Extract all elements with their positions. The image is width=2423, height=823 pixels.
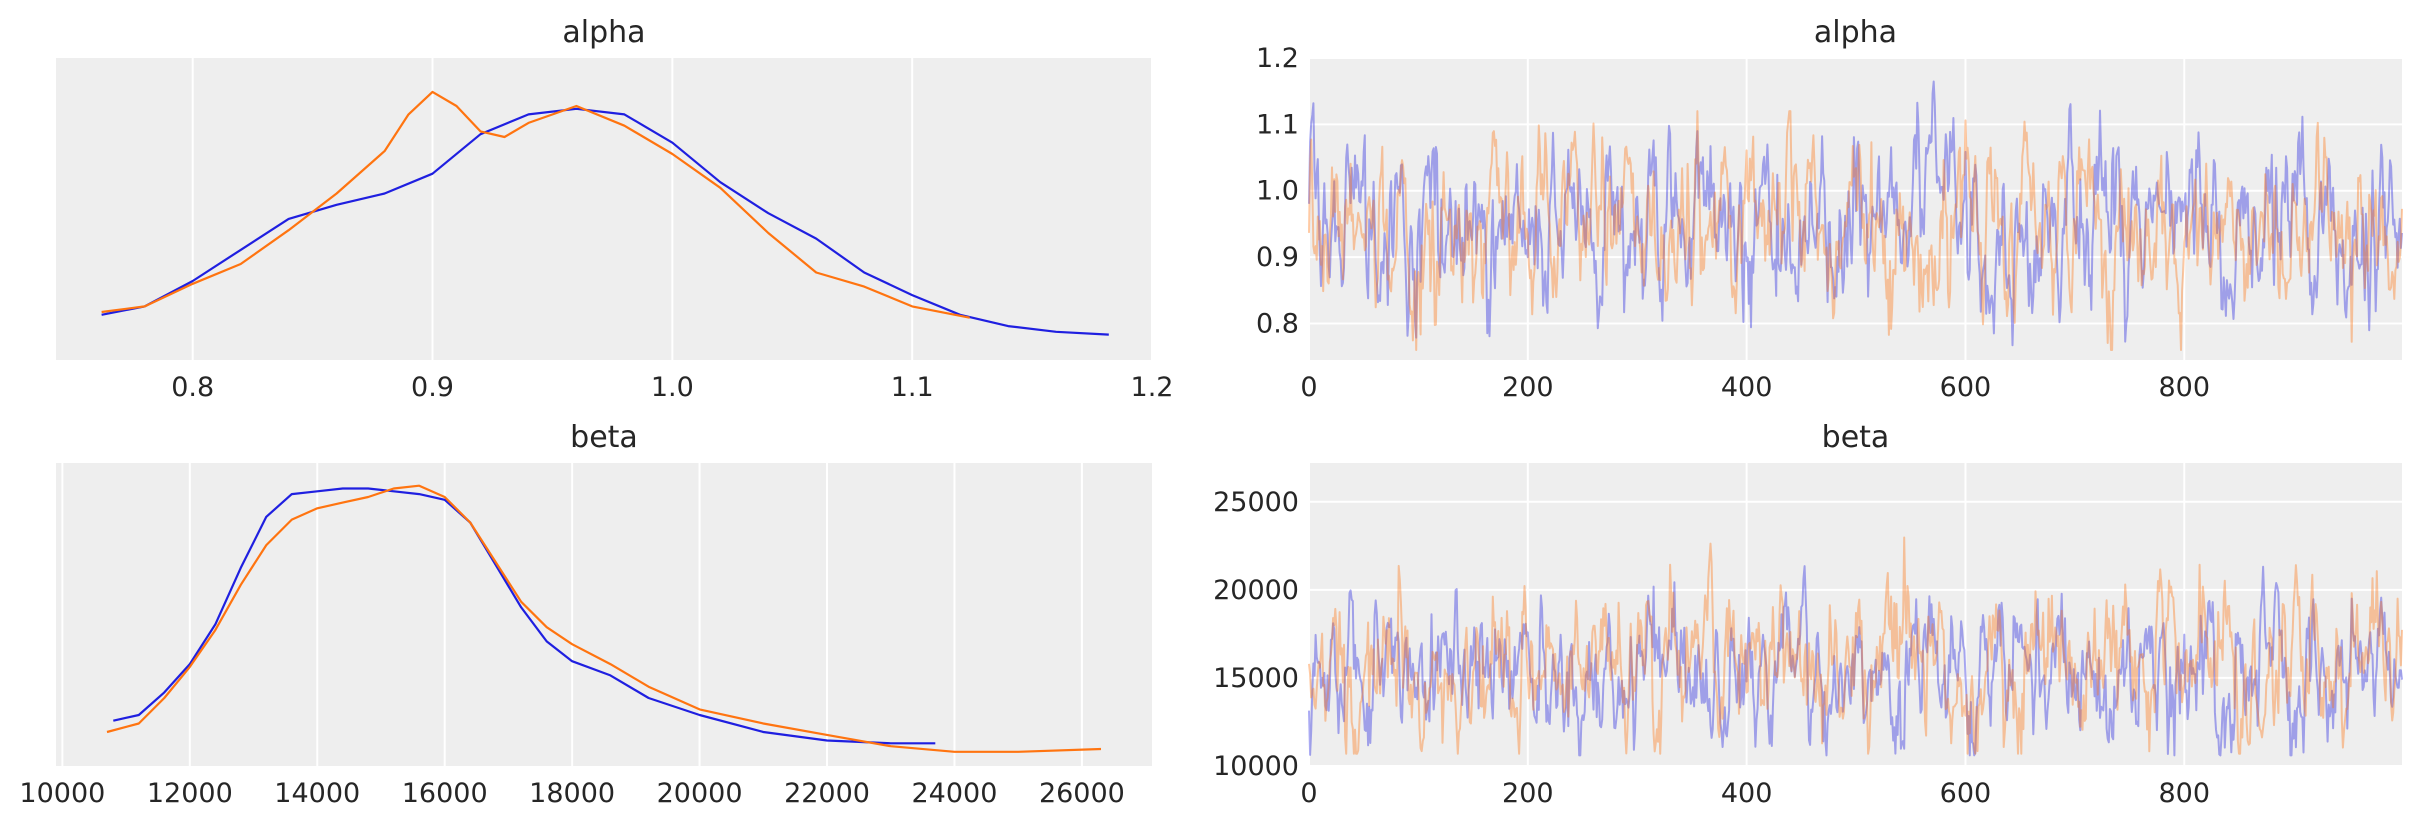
plot-area — [1309, 463, 2402, 766]
y-tick-label: 1.0 — [1256, 176, 1299, 207]
x-tick-label: 16000 — [402, 778, 488, 809]
x-tick-label: 18000 — [529, 778, 615, 809]
x-tick-label: 24000 — [912, 778, 998, 809]
subplot-title: alpha — [562, 15, 645, 50]
x-tick-label: 400 — [1721, 778, 1773, 809]
series-line-chain-2 — [1308, 536, 2403, 755]
subplot-1: alpha 0.8 0.9 1.0 1.1 1.2 — [56, 15, 1173, 403]
x-tick-label: 200 — [1502, 372, 1554, 403]
x-tick-label: 800 — [2159, 372, 2211, 403]
x-tick-label: 22000 — [784, 778, 870, 809]
x-tick-label: 0 — [1300, 372, 1317, 403]
series-line-chain-1 — [1308, 565, 2403, 757]
x-tick-label: 1.2 — [1131, 372, 1174, 403]
series-line-chain-2 — [101, 90, 970, 319]
x-tick-label: 200 — [1502, 778, 1554, 809]
x-tick-label: 800 — [2159, 778, 2211, 809]
y-tick-label: 0.8 — [1256, 308, 1299, 339]
x-tick-label: 12000 — [147, 778, 233, 809]
subplot-title: alpha — [1814, 15, 1897, 50]
x-tick-label: 400 — [1721, 372, 1773, 403]
y-tick-label: 25000 — [1213, 487, 1299, 518]
subplot-4: beta 0 200 400 600 800 10000 15000 20000 25000 — [1213, 420, 2403, 809]
plot-area — [56, 58, 1152, 360]
x-tick-label: 1.1 — [891, 372, 934, 403]
y-tick-label: 0.9 — [1256, 242, 1299, 273]
subplot-2: alpha 0 200 400 600 800 0.8 0.9 1.0 1.1 1.2 — [1256, 15, 2403, 403]
y-tick-label: 20000 — [1213, 575, 1299, 606]
x-tick-label: 20000 — [657, 778, 743, 809]
x-tick-label: 10000 — [19, 778, 105, 809]
plot-area — [56, 463, 1152, 766]
x-tick-label: 600 — [1940, 372, 1992, 403]
subplot-title: beta — [570, 420, 638, 455]
x-tick-label: 26000 — [1039, 778, 1125, 809]
series-line-chain-1 — [1308, 80, 2403, 347]
y-tick-label: 15000 — [1213, 663, 1299, 694]
series-line-chain-2 — [106, 484, 1102, 753]
y-tick-label: 1.2 — [1256, 43, 1299, 74]
series-line-chain-1 — [101, 107, 1109, 336]
x-tick-label: 14000 — [274, 778, 360, 809]
plot-area — [1309, 58, 2402, 360]
series-line-chain-2 — [1308, 110, 2403, 351]
x-tick-label: 600 — [1940, 778, 1992, 809]
x-tick-label: 0.8 — [171, 372, 214, 403]
y-tick-label: 10000 — [1213, 751, 1299, 782]
series-line-chain-1 — [113, 487, 936, 745]
x-tick-label: 1.0 — [651, 372, 694, 403]
x-tick-label: 0.9 — [411, 372, 454, 403]
x-tick-label: 0 — [1300, 778, 1317, 809]
subplot-3: beta 10000 12000 14000 16000 18000 20000 22000 2… — [19, 420, 1152, 809]
subplot-title: beta — [1822, 420, 1890, 455]
y-tick-label: 1.1 — [1256, 109, 1299, 140]
